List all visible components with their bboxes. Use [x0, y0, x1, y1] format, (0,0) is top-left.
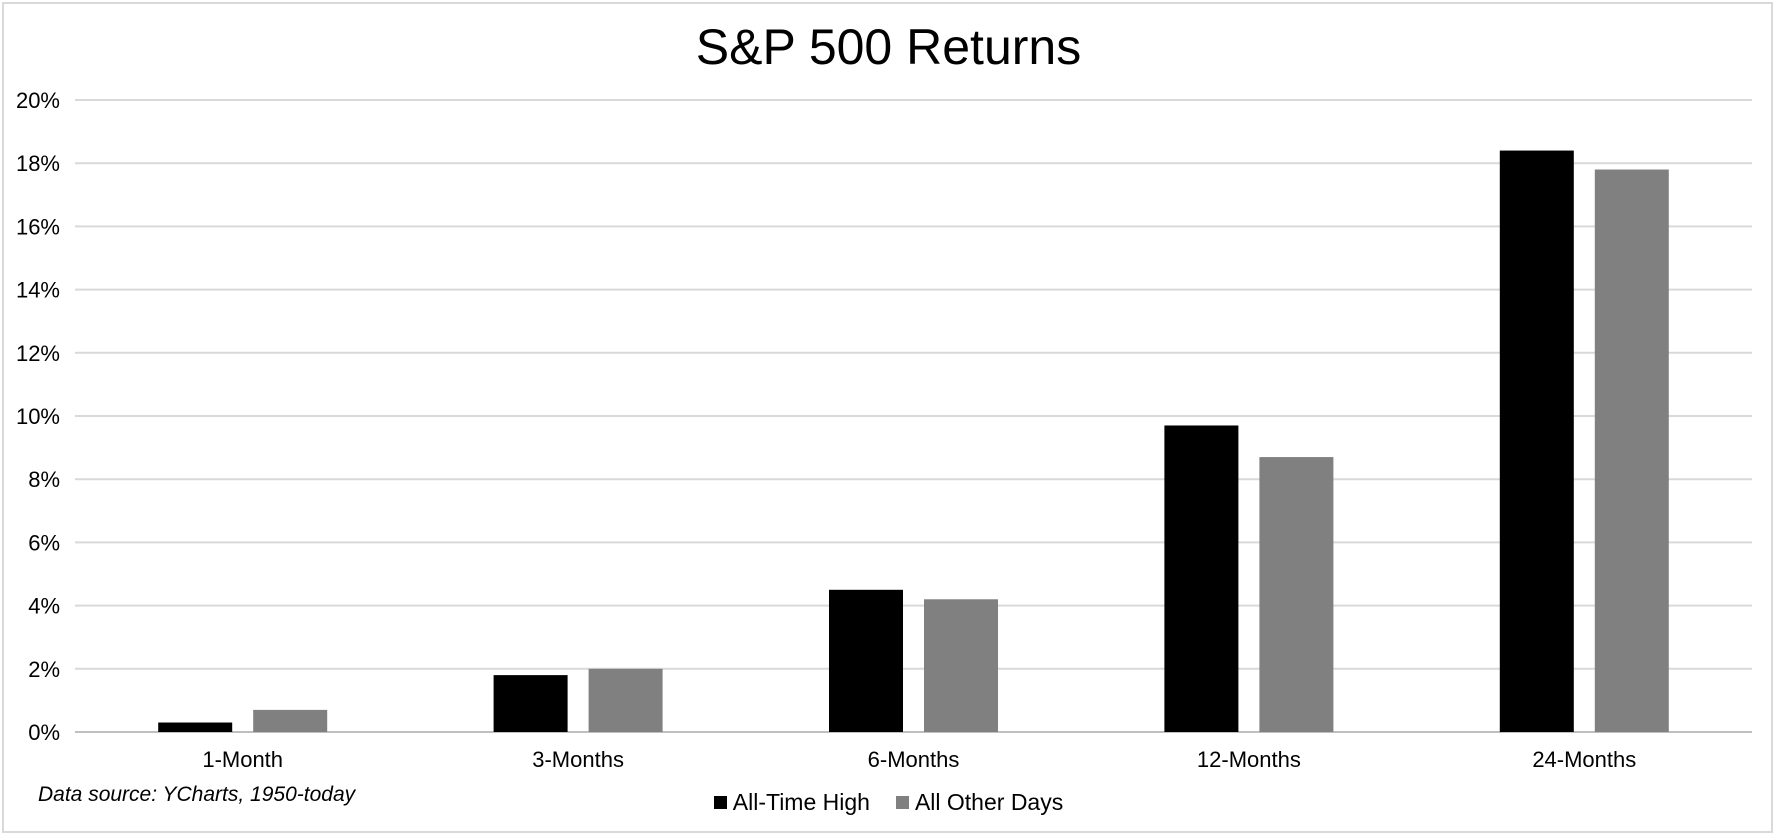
- y-tick-label: 8%: [28, 467, 60, 492]
- bar-all-other-days: [253, 709, 328, 732]
- x-tick-label: 12-Months: [1197, 747, 1301, 772]
- chart-legend: All-Time High All Other Days: [0, 789, 1777, 816]
- legend-item-all-other-days: All Other Days: [895, 789, 1064, 816]
- bar-all-other-days: [588, 668, 663, 732]
- y-tick-label: 18%: [16, 151, 60, 176]
- bar-all-other-days: [924, 599, 998, 732]
- y-tick-label: 12%: [16, 341, 60, 366]
- y-tick-label: 10%: [16, 404, 60, 429]
- chart-title: S&P 500 Returns: [695, 19, 1082, 75]
- x-tick-label: 1-Month: [202, 747, 283, 772]
- x-tick-label: 3-Months: [532, 747, 624, 772]
- x-tick-label: 24-Months: [1532, 747, 1636, 772]
- bar-all-time-high: [1164, 425, 1239, 732]
- data-source-note: Data source: YCharts, 1950-today: [38, 783, 356, 806]
- bar-all-time-high: [493, 675, 568, 732]
- y-tick-label: 20%: [16, 88, 60, 113]
- bar-all-other-days: [1594, 169, 1669, 732]
- y-tick-label: 4%: [28, 594, 60, 619]
- y-tick-label: 16%: [16, 214, 60, 239]
- bar-all-other-days: [1259, 457, 1334, 732]
- legend-item-all-time-high: All-Time High: [713, 789, 870, 816]
- x-tick-label: 6-Months: [868, 747, 960, 772]
- legend-label-all-other-days: All Other Days: [914, 789, 1064, 815]
- y-tick-label: 6%: [28, 530, 60, 555]
- y-tick-label: 2%: [28, 657, 60, 682]
- y-tick-label: 14%: [16, 278, 60, 303]
- legend-label-all-time-high: All-Time High: [732, 789, 870, 815]
- bar-all-time-high: [1499, 150, 1574, 732]
- legend-swatch-all-other-days: [895, 796, 909, 809]
- bar-all-time-high: [158, 722, 233, 732]
- legend-swatch-all-time-high: [713, 796, 727, 809]
- bar-all-time-high: [829, 589, 903, 732]
- y-tick-label: 0%: [28, 720, 60, 745]
